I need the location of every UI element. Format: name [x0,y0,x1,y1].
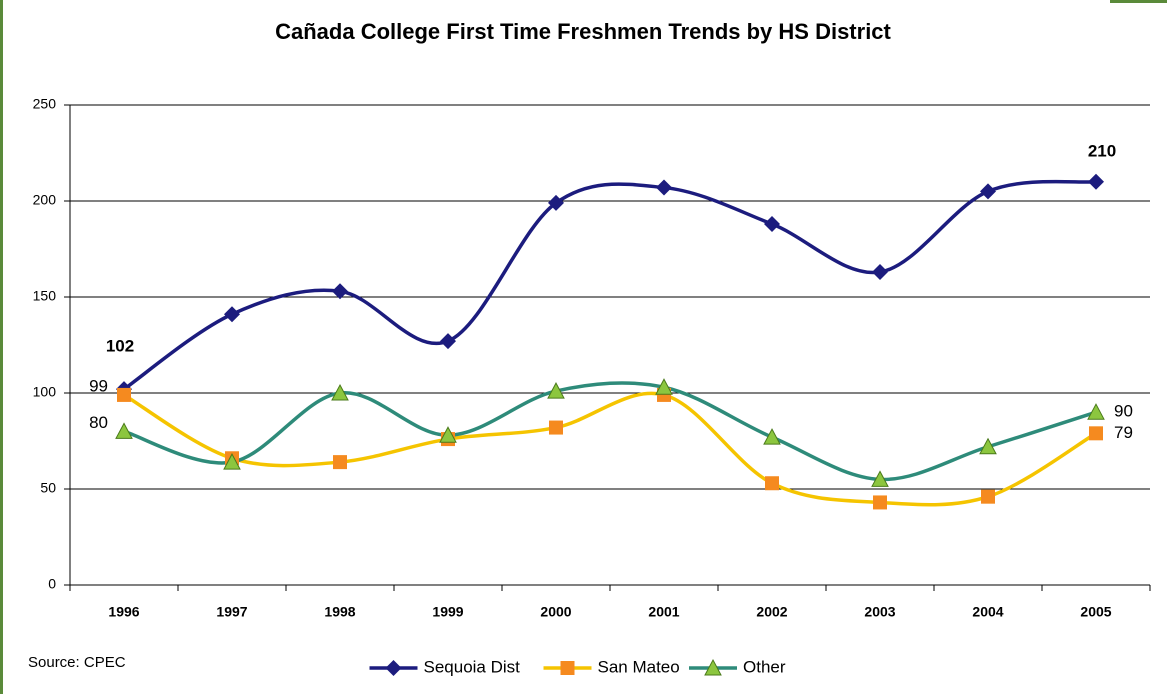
marker [547,382,565,399]
marker [1088,173,1104,190]
x-tick-label: 2001 [648,604,679,620]
x-tick-label: 2002 [756,604,787,620]
marker [981,489,995,504]
marker [980,183,996,200]
x-tick-label: 2005 [1080,604,1111,620]
marker [331,383,349,401]
y-tick-label: 0 [48,576,56,592]
x-tick-label: 2000 [540,604,571,620]
marker [871,470,889,487]
x-tick-label: 1996 [108,604,139,620]
marker [549,420,563,435]
legend-label: Sequoia Dist [424,657,521,676]
marker [979,437,997,455]
y-tick-label: 150 [33,288,57,304]
marker [765,476,779,491]
marker [764,216,780,233]
marker [548,194,564,211]
x-tick-label: 2004 [972,604,1003,620]
series-line [123,179,1097,391]
marker [115,422,133,439]
marker [224,306,240,323]
marker [332,283,348,300]
legend-marker [560,661,575,675]
chart-title: Cañada College First Time Freshmen Trend… [275,19,891,44]
marker [440,333,456,350]
source-note: Source: CPEC [28,654,126,671]
series-line [123,381,1097,482]
data-label: 102 [106,337,134,356]
data-label: 79 [1114,423,1133,442]
x-tick-label: 1997 [216,604,247,620]
data-label: 210 [1088,141,1116,160]
marker [872,264,888,281]
marker [656,179,672,196]
y-tick-label: 100 [33,384,57,400]
legend-marker [704,658,722,676]
marker [117,387,131,402]
legend-label: San Mateo [598,657,680,676]
data-label: 99 [89,376,108,395]
marker [333,455,347,470]
legend-label: Other [743,657,786,676]
data-label: 80 [89,413,108,432]
y-tick-label: 250 [33,96,57,112]
marker [655,378,673,395]
data-label: 90 [1114,402,1133,421]
y-tick-label: 50 [40,480,56,496]
x-tick-label: 1998 [324,604,355,620]
x-tick-label: 2003 [864,604,895,620]
legend-marker [385,660,402,676]
marker [1089,426,1103,441]
series-line [123,391,1097,507]
marker [223,453,241,470]
y-tick-label: 200 [33,192,57,208]
x-tick-label: 1999 [432,604,463,620]
marker [439,426,457,443]
marker [1087,403,1105,420]
marker [763,428,781,445]
marker [873,495,887,510]
